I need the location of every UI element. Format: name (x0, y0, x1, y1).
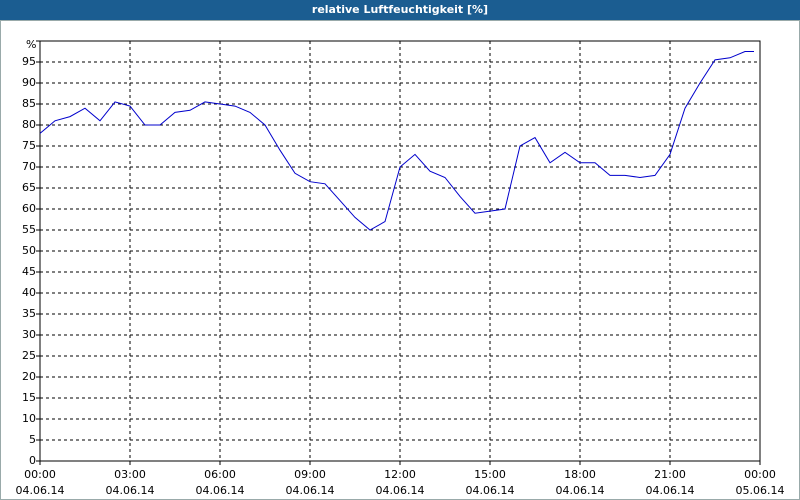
x-tick-date: 04.06.14 (286, 484, 335, 497)
x-tick-date: 04.06.14 (466, 484, 515, 497)
y-tick-label: 90 (22, 76, 36, 89)
y-tick-label: 50 (22, 244, 36, 257)
y-tick-label: 35 (22, 307, 36, 320)
x-tick-label: 21:00 (654, 468, 686, 481)
x-tick-label: 15:00 (474, 468, 506, 481)
x-tick-date: 04.06.14 (106, 484, 155, 497)
x-tick-label: 09:00 (294, 468, 326, 481)
y-tick-label: 70 (22, 160, 36, 173)
chart-title: relative Luftfeuchtigkeit [%] (312, 3, 488, 16)
y-tick-label: 65 (22, 181, 36, 194)
x-tick-date: 04.06.14 (16, 484, 65, 497)
y-tick-label: 15 (22, 391, 36, 404)
x-tick-date: 04.06.14 (556, 484, 605, 497)
y-tick-label: 5 (29, 433, 36, 446)
x-tick-date: 04.06.14 (376, 484, 425, 497)
y-tick-label: 60 (22, 202, 36, 215)
y-tick-label: 75 (22, 139, 36, 152)
y-tick-label: 20 (22, 370, 36, 383)
x-tick-label: 03:00 (114, 468, 146, 481)
y-tick-label: 10 (22, 412, 36, 425)
y-tick-label: 30 (22, 328, 36, 341)
x-tick-label: 06:00 (204, 468, 236, 481)
y-tick-label: 25 (22, 349, 36, 362)
y-tick-label: 80 (22, 118, 36, 131)
y-tick-label: 95 (22, 55, 36, 68)
y-tick-label: 40 (22, 286, 36, 299)
y-tick-label: 45 (22, 265, 36, 278)
data-line (39, 51, 754, 231)
title-bar (0, 0, 800, 20)
x-tick-date: 04.06.14 (646, 484, 695, 497)
x-tick-label: 12:00 (384, 468, 416, 481)
x-tick-label: 00:00 (744, 468, 776, 481)
y-tick-label: 85 (22, 97, 36, 110)
y-tick-label: 0 (29, 454, 36, 467)
x-tick-label: 00:00 (24, 468, 56, 481)
y-tick-label: % (26, 38, 36, 51)
x-tick-label: 18:00 (564, 468, 596, 481)
x-tick-date: 04.06.14 (196, 484, 245, 497)
y-tick-label: 55 (22, 223, 36, 236)
x-tick-date: 05.06.14 (736, 484, 785, 497)
